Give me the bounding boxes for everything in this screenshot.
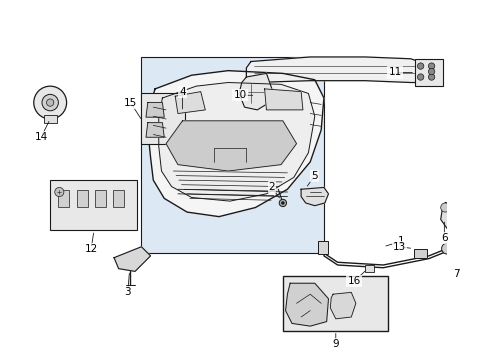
Polygon shape: [166, 121, 296, 171]
Bar: [365, 265, 374, 272]
Circle shape: [34, 86, 67, 119]
Text: 15: 15: [124, 98, 137, 108]
Bar: [415, 59, 442, 86]
Bar: [58, 190, 70, 207]
Bar: [414, 248, 427, 258]
Circle shape: [441, 203, 450, 212]
Bar: [142, 57, 324, 253]
Text: 6: 6: [441, 233, 448, 243]
Bar: [44, 115, 56, 123]
Circle shape: [441, 243, 453, 254]
Polygon shape: [286, 283, 328, 326]
Polygon shape: [114, 247, 150, 271]
Circle shape: [42, 94, 58, 111]
Circle shape: [55, 188, 64, 197]
Bar: [50, 180, 137, 230]
Polygon shape: [330, 292, 356, 319]
Polygon shape: [239, 73, 272, 110]
Text: 10: 10: [233, 90, 246, 100]
Polygon shape: [148, 71, 324, 217]
Polygon shape: [301, 188, 328, 206]
Text: 1: 1: [398, 236, 405, 246]
Bar: [142, 94, 185, 144]
Bar: [95, 190, 106, 207]
Text: 12: 12: [85, 244, 98, 253]
Text: 7: 7: [453, 269, 460, 279]
Text: 4: 4: [179, 87, 186, 96]
Bar: [113, 190, 124, 207]
Text: 2: 2: [269, 183, 275, 193]
Circle shape: [428, 74, 435, 80]
Bar: [283, 276, 388, 331]
Circle shape: [281, 202, 284, 204]
Polygon shape: [175, 92, 205, 113]
Polygon shape: [159, 82, 315, 201]
Circle shape: [428, 68, 435, 75]
Polygon shape: [449, 229, 488, 261]
Text: 5: 5: [312, 171, 318, 181]
Text: 14: 14: [34, 132, 48, 142]
Circle shape: [417, 74, 424, 80]
Text: 3: 3: [124, 287, 131, 297]
Polygon shape: [441, 201, 474, 230]
Polygon shape: [246, 57, 434, 82]
Text: 11: 11: [389, 67, 402, 77]
Circle shape: [47, 99, 54, 106]
Circle shape: [279, 199, 287, 207]
Circle shape: [417, 63, 424, 69]
Text: 9: 9: [333, 339, 339, 349]
Circle shape: [428, 63, 435, 69]
Bar: [76, 190, 88, 207]
Bar: [318, 241, 328, 254]
Polygon shape: [484, 217, 490, 267]
Polygon shape: [146, 103, 164, 117]
Text: 16: 16: [347, 276, 361, 287]
Text: 13: 13: [393, 242, 406, 252]
Polygon shape: [265, 89, 303, 110]
Polygon shape: [146, 123, 164, 137]
